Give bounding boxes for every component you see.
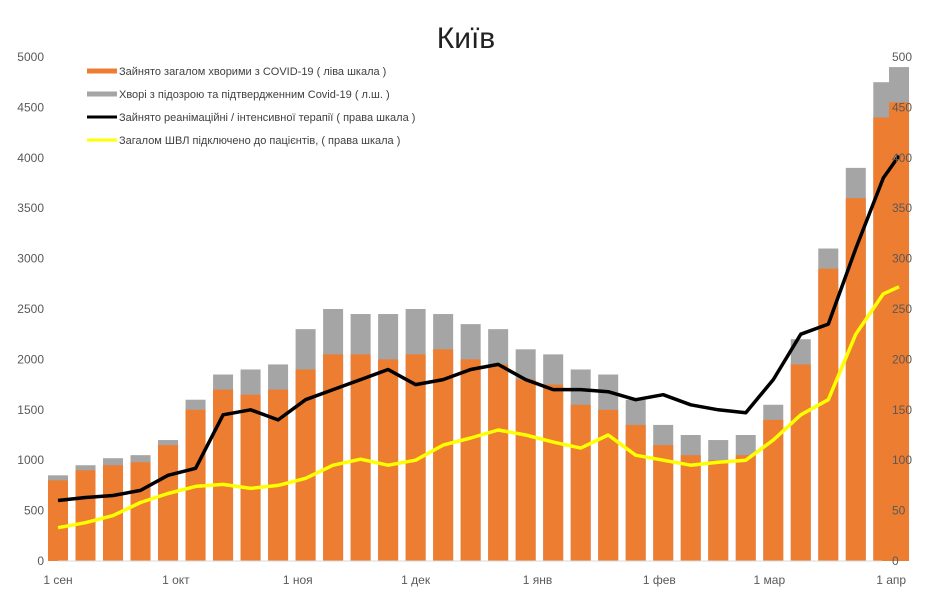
y-right-tick-label: 0 [892, 554, 899, 568]
orange-bar [460, 359, 481, 561]
orange-bar [708, 460, 729, 561]
legend-label: Хворі з підозрою та підтвердженним Covid… [119, 89, 390, 101]
x-tick-label: 1 апр [876, 573, 906, 587]
orange-bar [213, 389, 234, 561]
orange-bar [570, 404, 591, 561]
y-left-tick-label: 2500 [17, 302, 44, 316]
orange-bar [735, 455, 756, 561]
chart-title: Київ [437, 22, 496, 55]
x-tick-label: 1 мар [754, 573, 786, 587]
lines [57, 154, 901, 530]
y-left-tick-label: 4500 [17, 100, 44, 114]
y-left-tick-label: 0 [37, 554, 44, 568]
orange-bar [103, 465, 124, 561]
orange-bar [818, 268, 839, 561]
legend-label: Загалом ШВЛ підключено до пацієнтів, ( п… [119, 135, 400, 147]
orange-bar [598, 409, 619, 561]
orange-bar [48, 480, 68, 561]
orange-bar [158, 445, 179, 561]
legend-label: Зайнято реанімаційні / інтенсивної терап… [119, 112, 415, 124]
y-left-tick-label: 2000 [17, 352, 44, 366]
legend: Зайнято загалом хворими з COVID-19 ( лів… [87, 66, 415, 147]
orange-bar [268, 389, 289, 561]
y-right-tick-label: 150 [892, 403, 912, 417]
orange-bar [873, 117, 894, 561]
y-right-tick-label: 450 [892, 100, 912, 114]
x-tick-label: 1 окт [162, 573, 190, 587]
orange-bar [889, 102, 910, 562]
orange-bar [240, 394, 261, 561]
y-right-tick-label: 200 [892, 352, 912, 366]
y-right-tick-label: 50 [892, 504, 906, 518]
y-left-tick-label: 1500 [17, 403, 44, 417]
orange-bar [625, 424, 646, 561]
orange-bar [543, 384, 564, 561]
x-tick-label: 1 фев [643, 573, 676, 587]
orange-bar [653, 445, 674, 561]
y-right-tick-label: 250 [892, 302, 912, 316]
orange-bar [790, 364, 811, 561]
y-left-tick-label: 4000 [17, 151, 44, 165]
y-right-tick-label: 350 [892, 201, 912, 215]
x-tick-label: 1 дек [401, 573, 431, 587]
y-left-tick-label: 500 [24, 504, 44, 518]
orange-bar [295, 369, 316, 561]
y-left-tick-label: 1000 [17, 453, 44, 467]
orange-bar [680, 455, 701, 561]
axes: 0500100015002000250030003500400045005000… [17, 50, 912, 587]
x-tick-label: 1 ноя [283, 573, 313, 587]
orange-bar [515, 379, 536, 561]
orange-bar [323, 354, 344, 561]
icu-line [57, 154, 901, 503]
orange-bar [433, 349, 454, 561]
y-right-tick-label: 400 [892, 151, 912, 165]
orange-bar [130, 462, 151, 561]
y-left-tick-label: 5000 [17, 50, 44, 64]
orange-bar [378, 359, 399, 561]
orange-bar [75, 470, 96, 561]
bars [48, 67, 910, 562]
y-right-tick-label: 100 [892, 453, 912, 467]
orange-bar [845, 198, 866, 561]
y-right-tick-label: 500 [892, 50, 912, 64]
ventilator-line [57, 285, 900, 530]
legend-label: Зайнято загалом хворими з COVID-19 ( лів… [119, 66, 386, 78]
orange-bar [763, 419, 784, 561]
y-right-tick-label: 300 [892, 252, 912, 266]
orange-bar [405, 354, 426, 561]
x-tick-label: 1 янв [523, 573, 553, 587]
y-left-tick-label: 3500 [17, 201, 44, 215]
x-tick-label: 1 сен [43, 573, 72, 587]
y-left-tick-label: 3000 [17, 252, 44, 266]
orange-bar [488, 364, 509, 561]
